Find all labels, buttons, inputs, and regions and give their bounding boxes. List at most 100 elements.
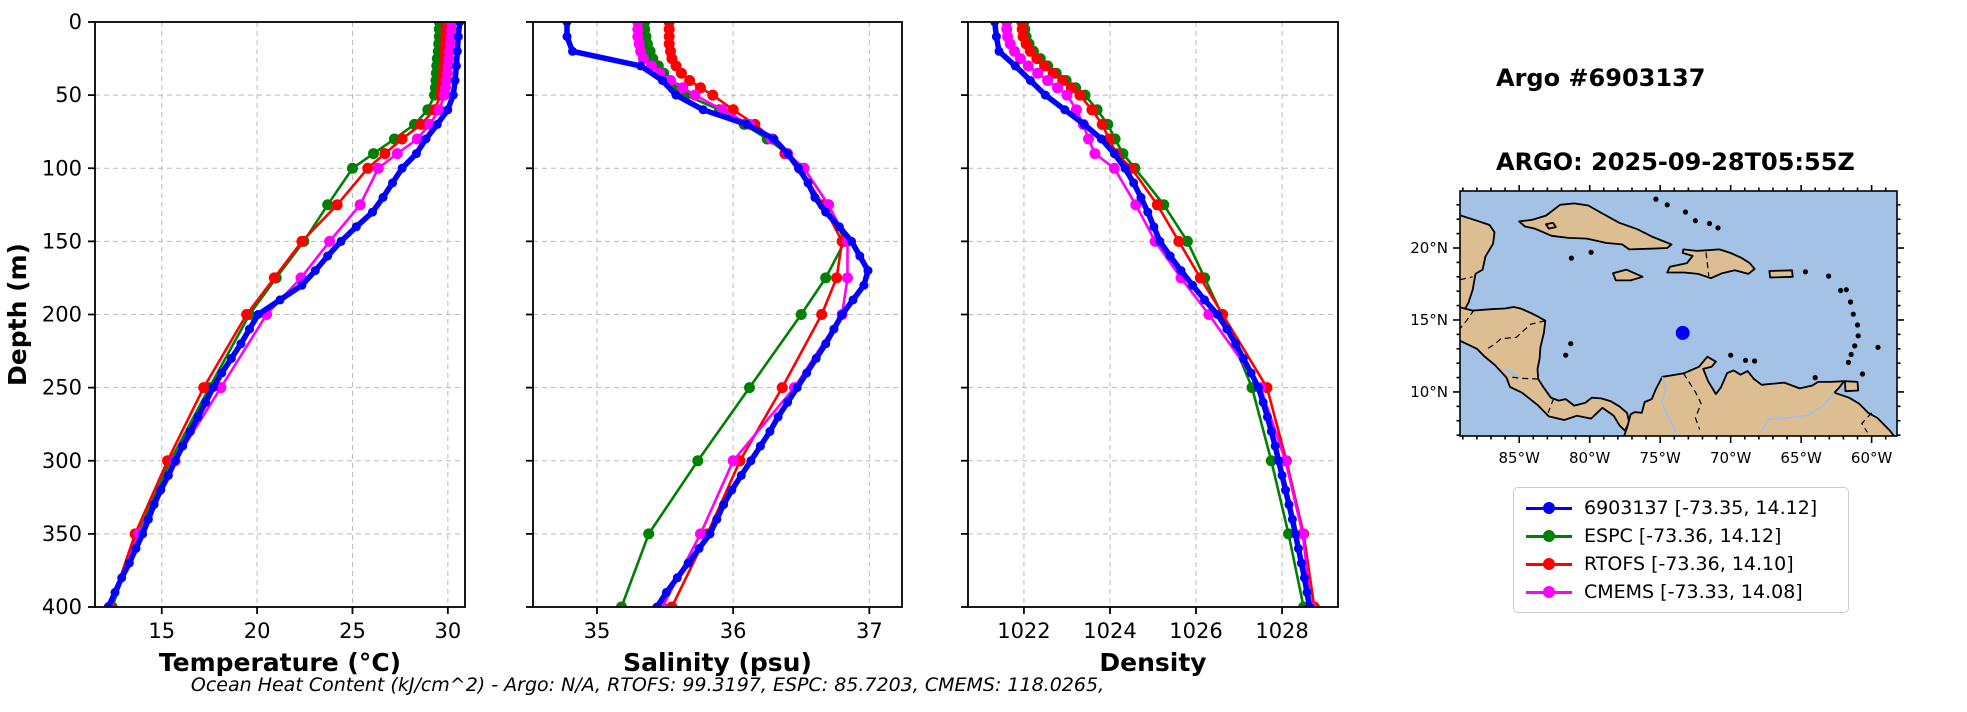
- small-island: [1563, 352, 1569, 358]
- small-island: [1847, 299, 1854, 305]
- legend-label: ESPC [-73.36, 14.12]: [1584, 525, 1782, 547]
- small-island: [1568, 341, 1574, 347]
- small-island: [1850, 311, 1856, 317]
- svg-text:300: 300: [42, 449, 82, 473]
- depth-axis-label: Depth (m): [3, 243, 32, 386]
- small-island: [1664, 202, 1670, 208]
- small-island: [1855, 333, 1861, 339]
- small-island: [1812, 375, 1818, 381]
- country-border: [1682, 372, 1702, 430]
- float-location-marker: [1675, 325, 1690, 340]
- small-island: [1588, 249, 1594, 255]
- small-island: [1852, 343, 1858, 349]
- svg-text:15: 15: [148, 619, 175, 643]
- svg-text:0: 0: [69, 10, 82, 34]
- ocean-heat-content-footer: Ocean Heat Content (kJ/cm^2) - Argo: N/A…: [190, 674, 1105, 696]
- land-central-america: [1460, 306, 1631, 432]
- river: [1761, 392, 1835, 432]
- series-cmems: [1001, 22, 1317, 607]
- legend-item-rtofs: RTOFS [-73.36, 14.10]: [1526, 550, 1848, 578]
- x-axis: 35 36 37: [584, 607, 883, 643]
- land-south-america: [1623, 355, 1896, 436]
- small-island: [1715, 225, 1721, 231]
- legend-line-marker-icon: [1526, 529, 1572, 543]
- small-island: [1653, 196, 1659, 202]
- svg-text:85°W: 85°W: [1498, 449, 1540, 467]
- country-border: [1547, 398, 1555, 414]
- small-island: [1875, 344, 1881, 350]
- svg-text:350: 350: [42, 522, 82, 546]
- temperature-panel: 15 20 25 30 Temperature (°C) 0 50 100 150 200 250 3…: [42, 10, 466, 677]
- river: [1660, 376, 1677, 436]
- svg-text:100: 100: [42, 156, 82, 180]
- svg-text:150: 150: [42, 229, 82, 253]
- legend-line-marker-icon: [1526, 501, 1572, 515]
- argo-time-line: ARGO: 2025-09-28T05:55Z: [1496, 148, 1855, 176]
- argo-title: Argo #6903137: [1496, 64, 1706, 92]
- country-border: [1705, 252, 1710, 277]
- svg-text:10°N: 10°N: [1410, 383, 1448, 401]
- svg-text:1028: 1028: [1255, 619, 1308, 643]
- small-island: [1859, 371, 1866, 377]
- map-tick-labels: 85°W 80°W 75°W 70°W 65°W 60°W 20°N 15°N 10°N: [1410, 239, 1892, 467]
- country-border: [1861, 412, 1873, 433]
- svg-text:50: 50: [55, 83, 82, 107]
- small-island: [1752, 358, 1758, 364]
- density-panel: 1022 1024 1026 1028 Density: [961, 21, 1339, 677]
- svg-text:37: 37: [856, 619, 883, 643]
- profile-plots: 15 20 25 30 Temperature (°C) 0 50 100 150 200 250 3…: [3, 10, 1339, 677]
- map-border: [1459, 190, 1898, 437]
- svg-text:65°W: 65°W: [1780, 449, 1822, 467]
- land-puerto-rico: [1768, 269, 1794, 279]
- legend-label: CMEMS [-73.33, 14.08]: [1584, 581, 1803, 603]
- small-island: [1692, 218, 1698, 224]
- country-border: [1509, 376, 1539, 380]
- country-border: [1460, 276, 1473, 281]
- y-axis: 0 50 100 150 200 250 300 350 400: [42, 10, 95, 619]
- svg-text:400: 400: [42, 595, 82, 619]
- map-features: [1460, 196, 1896, 436]
- gridlines: [968, 21, 1338, 608]
- svg-text:35: 35: [584, 619, 611, 643]
- land-jamaica: [1612, 268, 1644, 282]
- series-argo: [990, 22, 1315, 607]
- y-axis: [961, 21, 968, 608]
- land-isla-juventud: [1545, 221, 1557, 230]
- x-axis: 1022 1024 1026 1028: [997, 607, 1309, 643]
- svg-text:200: 200: [42, 303, 82, 327]
- svg-text:1024: 1024: [1083, 619, 1136, 643]
- small-island: [1682, 209, 1689, 215]
- land-hispaniola: [1666, 248, 1756, 280]
- svg-text:20°N: 20°N: [1410, 239, 1448, 257]
- x-axis: 15 20 25 30: [148, 607, 461, 643]
- svg-text:1022: 1022: [997, 619, 1050, 643]
- legend-label: 6903137 [-73.35, 14.12]: [1584, 497, 1818, 519]
- lake-nicaragua: [1505, 367, 1521, 378]
- salinity-panel: 35 36 37 Salinity (psu): [526, 21, 903, 677]
- small-island: [1848, 351, 1854, 358]
- country-border: [1626, 412, 1630, 423]
- country-border: [1460, 309, 1475, 329]
- small-island: [1845, 359, 1851, 365]
- svg-text:80°W: 80°W: [1569, 449, 1611, 467]
- salinity-axis-label: Salinity (psu): [623, 648, 812, 677]
- small-island: [1742, 357, 1749, 363]
- svg-text:36: 36: [720, 619, 747, 643]
- land-cuba: [1518, 202, 1673, 251]
- svg-text:20: 20: [244, 619, 271, 643]
- small-island: [1568, 255, 1574, 261]
- small-island: [1854, 322, 1861, 328]
- svg-text:30: 30: [434, 619, 461, 643]
- svg-text:15°N: 15°N: [1410, 311, 1448, 329]
- svg-text:60°W: 60°W: [1851, 449, 1893, 467]
- small-island: [1838, 287, 1844, 294]
- legend-item-argo: 6903137 [-73.35, 14.12]: [1526, 494, 1848, 522]
- density-axis-label: Density: [1099, 648, 1206, 677]
- legend-line-marker-icon: [1526, 585, 1572, 599]
- series-argo: [103, 22, 465, 607]
- land-trinidad: [1843, 380, 1860, 393]
- temperature-axis-label: Temperature (°C): [159, 648, 401, 677]
- small-island: [1728, 352, 1734, 358]
- svg-text:1026: 1026: [1169, 619, 1222, 643]
- svg-text:70°W: 70°W: [1710, 449, 1752, 467]
